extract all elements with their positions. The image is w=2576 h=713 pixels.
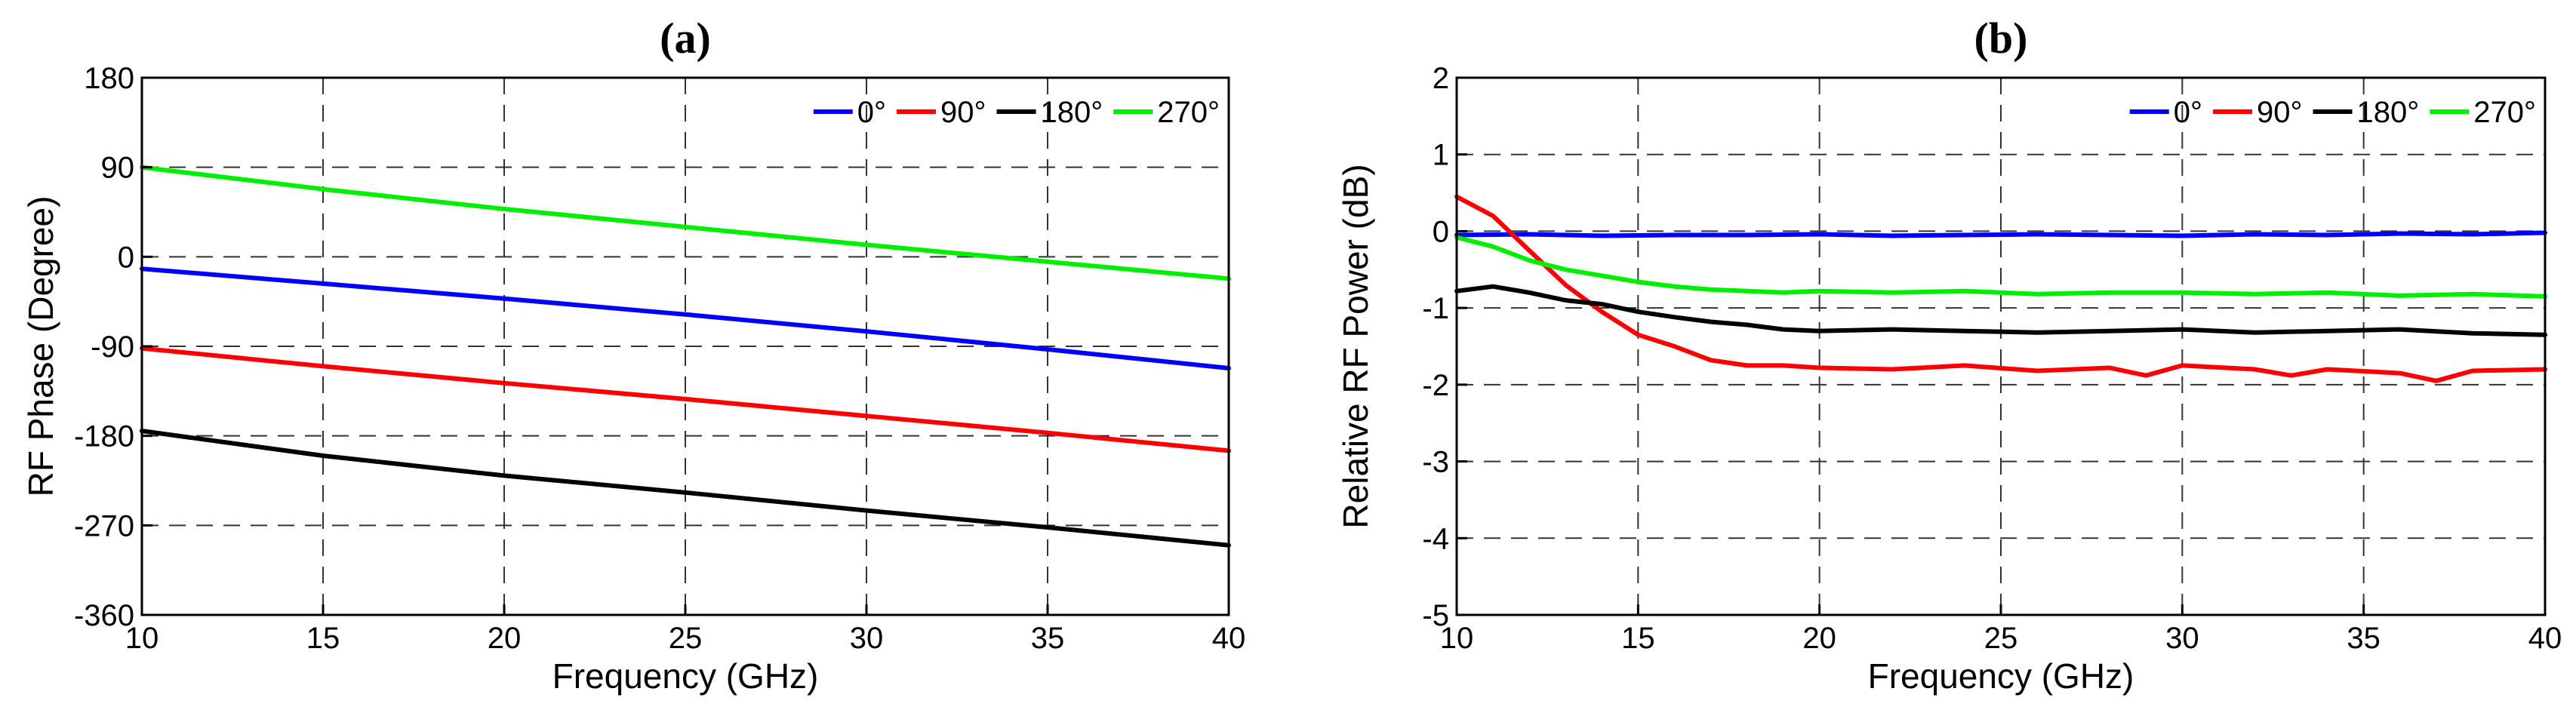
y-tick-label: -360 [74,599,134,632]
legend: 0° 90° 180° 270° [813,96,1220,129]
legend-label: 270° [2473,96,2536,129]
series-line-180deg [1454,284,2547,337]
y-tick-label: 0 [1433,215,1449,248]
chart-panel-a: (a) 10 15 20 25 30 35 40 180 90 0 -90 -180 -270 -360 Fr… [21,14,1245,696]
x-tick-label: 35 [2347,622,2381,655]
x-tick-label: 20 [1802,622,1836,655]
x-tick-label: 20 [488,622,522,655]
legend-item: 0° [813,96,886,129]
y-tick-label: -90 [91,330,134,364]
y-tick-label: 1 [1433,139,1449,172]
legend-label: 270° [1157,96,1220,129]
panel-label: (b) [1974,14,2028,63]
legend: 0° 90° 180° 270° [2129,96,2536,129]
y-tick-label: -180 [74,420,134,453]
y-tick-label: 180 [84,62,134,95]
x-axis-label: Frequency (GHz) [1868,656,2134,696]
legend-item: 270° [1113,96,1220,129]
y-tick-label: -4 [1422,522,1449,555]
legend-item: 270° [2430,96,2536,129]
panel-label: (a) [660,14,711,63]
x-tick-label: 30 [2165,622,2199,655]
series-line-180deg [140,429,1231,548]
y-tick-label: 2 [1433,62,1449,95]
x-tick-label: 15 [306,622,340,655]
y-tick-label: -3 [1422,446,1449,479]
legend-item: 180° [2313,96,2420,129]
legend-item: 0° [2129,96,2202,129]
chart-panel-b: (b)10 15 20 25 30 35 40210-1-2-3-4-5Frequency … [1336,14,2562,696]
x-tick-label: 10 [1440,622,1474,655]
y-tick-label: -270 [74,509,134,542]
x-tick-label: 15 [1621,622,1655,655]
series-line-0deg [140,266,1231,370]
y-tick-label: 0 [118,241,134,274]
x-tick-label: 35 [1031,622,1065,655]
series-line-90deg [140,346,1231,453]
x-axis-label: Frequency (GHz) [552,656,819,696]
x-tick-label: 40 [1212,622,1246,655]
x-tick-label: 10 [125,622,159,655]
plot-frame [1455,76,2547,616]
legend-item: 90° [2213,96,2303,129]
series-line-0deg [1454,230,2547,238]
legend-label: 0° [2174,96,2202,129]
series-line-270deg [140,164,1231,281]
legend-item: 180° [996,96,1103,129]
y-axis-label: RF Phase (Degree) [21,196,60,497]
y-tick-label: -1 [1422,292,1449,325]
x-tick-label: 25 [669,622,703,655]
series-line-90deg [1454,194,2547,383]
legend-item: 90° [897,96,986,129]
legend-label: 180° [1041,96,1103,129]
x-tick-label: 30 [850,622,884,655]
y-tick-label: 90 [101,152,135,185]
y-tick-label: -5 [1422,599,1449,632]
legend-label: 90° [940,96,986,129]
legend-label: 180° [2357,96,2420,129]
y-tick-label: -2 [1422,369,1449,402]
x-tick-label: 40 [2528,622,2562,655]
series-line-270deg [1454,235,2547,299]
x-tick-label: 25 [1984,622,2018,655]
y-axis-label: Relative RF Power (dB) [1336,164,1375,528]
legend-label: 0° [857,96,886,129]
legend-label: 90° [2257,96,2303,129]
